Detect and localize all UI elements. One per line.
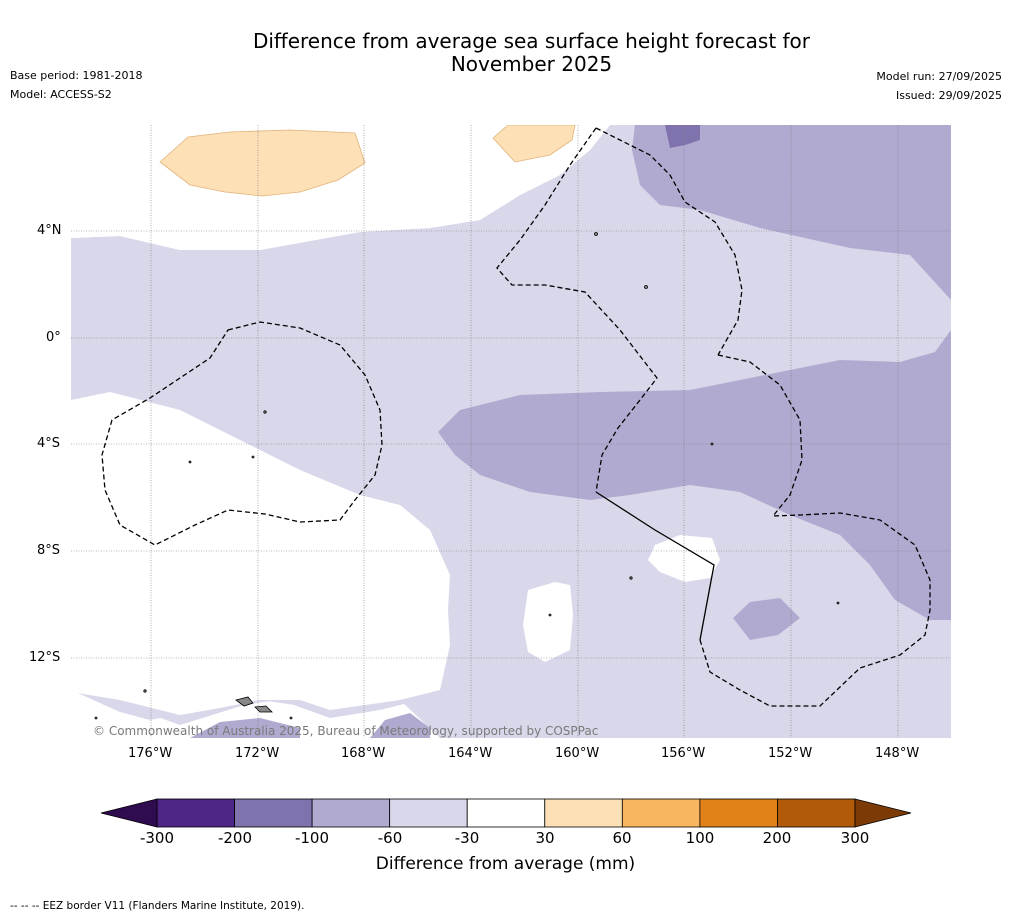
- lat-label-12s: 12°S: [29, 650, 61, 665]
- eez-source-note: -- -- -- EEZ border V11 (Flanders Marine…: [10, 900, 305, 912]
- colorbar-under-arrow: [100, 798, 158, 828]
- lon-label-152w: 152°W: [768, 746, 813, 761]
- colorbar-tick: -100: [294, 829, 330, 847]
- lon-label-156w: 156°W: [661, 746, 706, 761]
- colorbar-segment: [544, 798, 623, 828]
- eez-border-line-islands-east: [699, 354, 931, 707]
- colorbar-tick: 200: [762, 829, 792, 847]
- colorbar-tick: 60: [612, 829, 632, 847]
- graticule: [71, 125, 951, 738]
- colorbar-over-arrow: [854, 798, 912, 828]
- issued-date: Issued: 29/09/2025: [895, 89, 1002, 102]
- islands: [94, 232, 840, 720]
- meta-right: Model run: 27/09/2025 Issued: 29/09/2025: [876, 67, 1002, 105]
- contour-positive-30-to-60-west: [159, 129, 366, 197]
- lon-label-168w: 168°W: [341, 746, 386, 761]
- eez-solid-boundary: [595, 491, 715, 641]
- model-run: Model run: 27/09/2025: [876, 70, 1002, 83]
- colorbar-tick: -300: [139, 829, 175, 847]
- colorbar-segment: [777, 798, 856, 828]
- colorbar-segments: [156, 798, 856, 828]
- lat-label-8s: 8°S: [37, 543, 61, 558]
- chart-title: Difference from average sea surface heig…: [0, 30, 1011, 76]
- base-period: Base period: 1981-2018: [10, 69, 143, 82]
- title-line-1: Difference from average sea surface heig…: [252, 29, 811, 53]
- eez-borders: [101, 127, 931, 707]
- meta-left: Base period: 1981-2018 Model: ACCESS-S2: [10, 66, 142, 104]
- samoa-island-2: [254, 705, 273, 713]
- colorbar-tick: -60: [377, 829, 403, 847]
- colorbar-segment: [389, 798, 468, 828]
- colorbar-tick: 30: [535, 829, 555, 847]
- contour-neutral-west: [71, 392, 450, 715]
- eez-border-line-islands-north: [595, 127, 743, 356]
- contour-minus60-to-minus100-south: [733, 598, 800, 640]
- colorbar-tick: 100: [685, 829, 715, 847]
- lon-label-160w: 160°W: [555, 746, 600, 761]
- colorbar-title: Difference from average (mm): [375, 854, 636, 874]
- lat-label-4n: 4°N: [37, 223, 62, 238]
- colorbar-segment: [699, 798, 778, 828]
- eez-border-line-islands-west: [496, 127, 658, 493]
- lon-label-172w: 172°W: [235, 746, 280, 761]
- colorbar-tick: -200: [217, 829, 253, 847]
- contour-neutral-island-2: [523, 582, 573, 662]
- colorbar-tick: 300: [840, 829, 870, 847]
- colorbar-segment: [466, 798, 546, 828]
- contour-minus100-to-minus200: [665, 125, 700, 148]
- copyright-notice: © Commonwealth of Australia 2025, Bureau…: [93, 724, 599, 738]
- lon-label-148w: 148°W: [875, 746, 920, 761]
- title-line-2: November 2025: [450, 52, 613, 76]
- lat-label-4s: 4°S: [37, 436, 61, 451]
- contour-minus60-to-minus100-main: [438, 330, 951, 620]
- lon-label-164w: 164°W: [448, 746, 493, 761]
- samoa-island-1: [235, 696, 254, 707]
- map-fill-layer: [71, 125, 951, 738]
- contour-minus60-to-minus100-sw: [190, 713, 430, 738]
- model-name: Model: ACCESS-S2: [10, 88, 112, 101]
- lat-label-equator: 0°: [46, 330, 61, 345]
- contour-minus60-to-minus100: [632, 125, 951, 300]
- eez-border-tokelau: [101, 321, 383, 546]
- lon-label-176w: 176°W: [128, 746, 173, 761]
- colorbar-segment: [311, 798, 391, 828]
- colorbar-segment: [156, 798, 235, 828]
- colorbar-tick: -30: [454, 829, 480, 847]
- colorbar-segment: [234, 798, 313, 828]
- contour-positive-30-to-60-north: [492, 125, 576, 163]
- colorbar-segment: [621, 798, 701, 828]
